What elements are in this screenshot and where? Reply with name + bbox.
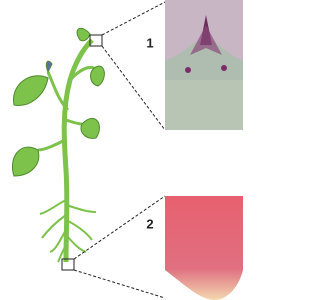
callout-lines [73,1,166,299]
diagram: 1 2 [12,0,243,300]
micrograph-shoot-tip [165,0,243,130]
plant-illustration [12,27,105,263]
callout-label: 1 [146,35,153,50]
callout-box [89,34,103,47]
callout-label: 2 [146,216,153,231]
micrograph-root-tip [165,196,243,300]
callout-box [61,258,75,271]
